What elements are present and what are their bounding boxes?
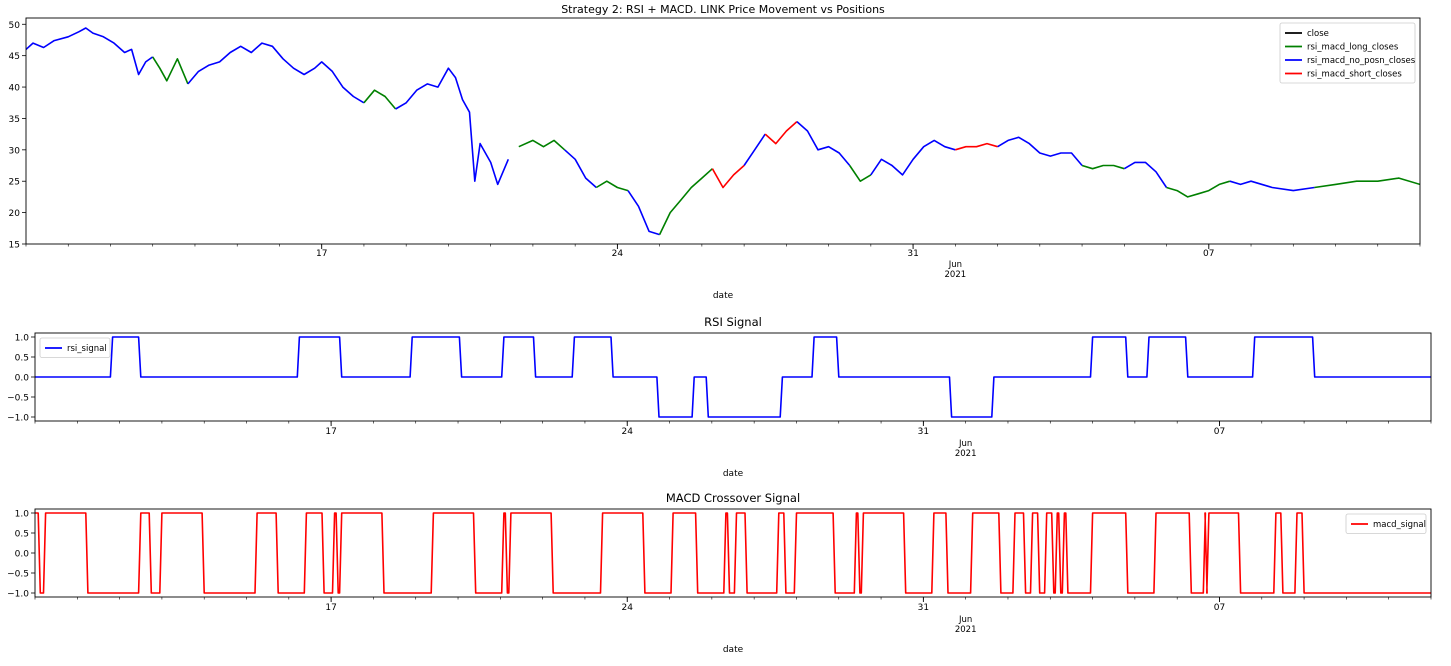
chart-panel-1: Strategy 2: RSI + MACD. LINK Price Movem… bbox=[9, 3, 1421, 301]
x-tick-label: 31 bbox=[907, 249, 918, 259]
y-tick-label: 25 bbox=[9, 178, 20, 188]
rsi_macd_long_closes-line bbox=[518, 139, 566, 151]
axes-frame bbox=[34, 508, 1432, 598]
plot-area bbox=[35, 512, 1431, 594]
chart-title: RSI Signal bbox=[704, 315, 762, 329]
rsi_macd_short_closes-line bbox=[711, 164, 745, 189]
rsi_macd_no_posn_closes-line bbox=[743, 133, 766, 166]
rsi_macd_no_posn_closes-line bbox=[997, 136, 1083, 167]
legend: macd_signal bbox=[1345, 513, 1427, 534]
rsi_macd_no_posn_closes-line bbox=[1123, 161, 1168, 188]
y-tick-label: 45 bbox=[9, 52, 20, 62]
rsi_macd_long_closes-line bbox=[658, 168, 713, 235]
legend-label: rsi_macd_no_posn_closes bbox=[1307, 56, 1416, 66]
rsi_macd_no_posn_closes-line bbox=[564, 149, 597, 189]
chart-title: Strategy 2: RSI + MACD. LINK Price Movem… bbox=[561, 3, 885, 16]
x-tick-label: 07 bbox=[1203, 249, 1214, 259]
y-tick-label: 15 bbox=[9, 241, 20, 251]
y-tick-label: −0.5 bbox=[7, 394, 29, 404]
rsi_macd_no_posn_closes-line bbox=[187, 42, 365, 104]
legend-label: rsi_signal bbox=[67, 344, 107, 354]
rsi_macd_short_closes-line bbox=[764, 121, 798, 145]
rsi_macd_long_closes-line bbox=[1081, 164, 1125, 170]
x-tick-label: 07 bbox=[1214, 603, 1225, 613]
y-tick-label: 0.0 bbox=[15, 550, 30, 560]
y-tick-label: 35 bbox=[9, 115, 20, 125]
rsi_macd_long_closes-line bbox=[152, 56, 189, 85]
legend-label: rsi_macd_long_closes bbox=[1307, 43, 1399, 53]
x-tick-label: 17 bbox=[316, 249, 327, 259]
macd_signal-line bbox=[35, 512, 1431, 594]
y-tick-label: 0.5 bbox=[15, 530, 29, 540]
x-tick-label: 24 bbox=[622, 603, 634, 613]
chart-panel-2: RSI Signal −1.0 −0.5 0.0 0.5 1.0 17 24 31 Jun2021… bbox=[7, 315, 1432, 479]
legend: rsi_signal bbox=[39, 337, 111, 358]
x-tick-label: 24 bbox=[622, 427, 634, 437]
chart-title: MACD Crossover Signal bbox=[666, 491, 800, 505]
x-tick-label: 17 bbox=[325, 603, 336, 613]
y-tick-label: −0.5 bbox=[7, 570, 29, 580]
legend-box bbox=[1345, 513, 1427, 534]
rsi_macd_no_posn_closes-line bbox=[1229, 180, 1315, 192]
y-tick-label: −1.0 bbox=[7, 590, 29, 600]
rsi_macd_no_posn_closes-line bbox=[627, 190, 660, 236]
y-tick-label: 0.5 bbox=[15, 354, 29, 364]
chart-panel-3: MACD Crossover Signal −1.0 −0.5 0.0 0.5 1.0 17… bbox=[7, 491, 1432, 655]
x-axis-label: date bbox=[723, 469, 744, 479]
legend-box bbox=[1279, 22, 1416, 84]
axes-frame bbox=[25, 17, 1421, 245]
x-tick-label-month: Jun bbox=[948, 260, 962, 270]
y-tick-label: 30 bbox=[9, 146, 21, 156]
rsi_macd_long_closes-line bbox=[363, 89, 397, 110]
x-tick-label-month: Jun bbox=[958, 615, 972, 625]
rsi_macd_no_posn_closes-line bbox=[796, 121, 851, 167]
x-axis-label: date bbox=[713, 291, 734, 301]
x-tick-label: 17 bbox=[325, 427, 336, 437]
rsi_signal-line bbox=[35, 336, 1431, 418]
legend: close rsi_macd_long_closes rsi_macd_no_pos… bbox=[1279, 22, 1416, 84]
rsi_macd_no_posn_closes-line bbox=[870, 139, 956, 176]
y-tick-label: 0.0 bbox=[15, 374, 30, 384]
y-tick-label: 20 bbox=[9, 209, 21, 219]
plot-area bbox=[35, 336, 1431, 418]
x-tick-label-month: 2021 bbox=[945, 270, 967, 280]
x-tick-label-month: Jun bbox=[958, 439, 972, 449]
legend-label: rsi_macd_short_closes bbox=[1307, 70, 1402, 80]
y-tick-label: 50 bbox=[9, 21, 21, 31]
x-tick-label: 31 bbox=[918, 427, 929, 437]
rsi_macd_no_posn_closes-line bbox=[26, 27, 154, 76]
legend-box bbox=[39, 337, 111, 358]
x-tick-label-month: 2021 bbox=[955, 449, 977, 459]
x-tick-label: 31 bbox=[918, 603, 929, 613]
rsi_macd_long_closes-line bbox=[1314, 177, 1420, 189]
legend-label: macd_signal bbox=[1373, 520, 1426, 530]
y-tick-label: 1.0 bbox=[15, 334, 30, 344]
x-axis-label: date bbox=[723, 645, 744, 655]
x-tick-label: 07 bbox=[1214, 427, 1225, 437]
x-tick-label-month: 2021 bbox=[955, 625, 977, 635]
rsi_macd_long_closes-line bbox=[849, 165, 872, 182]
rsi_macd_long_closes-line bbox=[1166, 180, 1231, 198]
plot-area bbox=[26, 27, 1420, 236]
x-tick-label: 24 bbox=[612, 249, 624, 259]
rsi_macd_long_closes-line bbox=[595, 180, 629, 192]
y-tick-label: −1.0 bbox=[7, 414, 29, 424]
legend-label: close bbox=[1307, 29, 1329, 39]
rsi_macd_no_posn_closes-line bbox=[395, 67, 510, 186]
y-tick-label: 40 bbox=[9, 84, 21, 94]
rsi_macd_short_closes-line bbox=[955, 142, 998, 151]
y-tick-label: 1.0 bbox=[15, 510, 30, 520]
